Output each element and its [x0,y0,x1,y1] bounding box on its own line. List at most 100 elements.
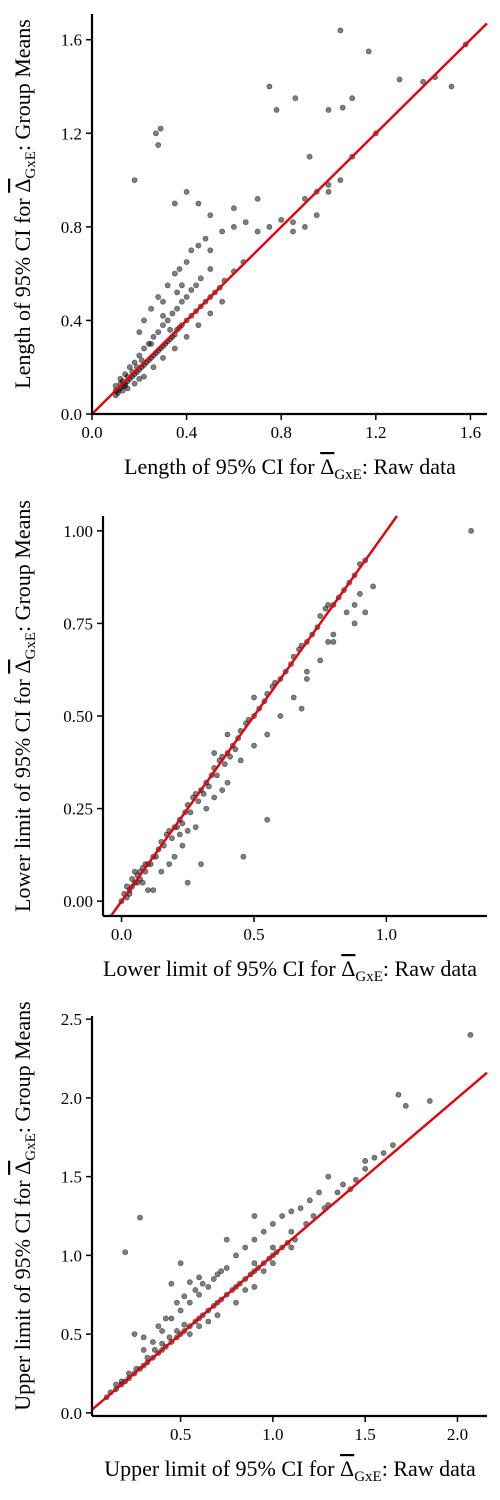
data-point [211,750,218,756]
data-point [325,188,332,195]
data-point [337,27,344,34]
y-tick-label: 1.00 [63,522,93,541]
data-point [290,228,296,235]
data-point [330,639,337,645]
axis-title-pre: Lower limit of 95% CI for [103,956,341,981]
data-point [150,887,157,893]
data-point [136,375,143,382]
y-tick-label: 0.5 [61,1325,82,1344]
data-point [211,794,218,801]
axis-title-post: : Raw data [383,956,477,981]
data-point [207,247,214,254]
data-point [214,1271,221,1278]
axis-title-sub: GxE [23,151,39,179]
data-point [242,1244,249,1251]
x-tick-label: 0.0 [81,423,102,442]
data-point [196,1323,202,1330]
reference-line [109,515,398,917]
axis-title-post: : Group Means [10,500,35,632]
y-tick-label: 1.5 [61,1168,82,1187]
data-point [254,195,261,202]
data-point [426,1098,433,1104]
data-point [242,219,249,226]
data-point [306,153,313,160]
data-point [351,620,358,627]
data-point [173,1328,180,1334]
data-point [362,1165,369,1172]
data-point [402,1102,409,1109]
data-point [177,1260,184,1267]
data-point [370,583,376,590]
data-point [264,816,271,823]
data-point [183,294,190,300]
axis-title-sub: GxE [334,467,362,483]
axis-title-delta: Δ [341,956,355,981]
data-point [221,761,228,767]
data-point [260,1268,267,1274]
points-group [112,27,469,399]
axis-title-post: : Group Means [10,1001,35,1133]
axis-title-post: : Group Means [10,19,35,151]
data-point [186,1279,193,1285]
data-point [273,107,280,113]
data-point [195,322,202,328]
data-point [195,200,202,207]
data-point [325,107,332,113]
y-tick-label: 0.8 [61,218,82,237]
data-point [126,364,133,371]
data-point [138,357,145,364]
data-point [188,247,195,254]
reference-line [91,1071,488,1411]
data-point [251,742,257,749]
data-point [174,305,180,312]
data-point [166,1334,173,1341]
data-point [207,212,214,219]
y-axis-title: Upper limit of 95% CI for ΔGxE: Group Me… [10,1001,39,1411]
data-point [145,887,151,893]
axis-title-sub: GxE [23,632,39,660]
data-point [171,200,178,207]
data-point [260,1228,267,1235]
y-tick-label: 0.4 [61,311,83,330]
data-point [155,329,162,335]
data-point [306,1197,313,1204]
data-point [151,1347,158,1353]
axis-title-sub: GxE [354,1469,382,1485]
axis-title-post: : Raw data [382,1456,476,1481]
data-point [164,282,171,289]
data-point [317,613,324,619]
data-point [198,861,204,867]
x-tick-label: 0.8 [271,423,292,442]
data-point [179,820,186,827]
data-point [113,1381,119,1388]
x-tick-label: 1.0 [262,1425,283,1444]
data-point [141,345,147,352]
y-tick-label: 0.25 [63,800,93,819]
data-point [232,746,239,753]
axis-title-pre: Length of 95% CI for [10,193,35,389]
y-tick-label: 0.00 [63,892,93,911]
y-tick-label: 0.75 [63,614,93,633]
data-point [251,1284,258,1290]
data-point [325,181,332,188]
data-point [365,48,372,55]
data-point [251,694,257,701]
y-tick-label: 2.0 [61,1089,82,1108]
data-point [160,322,166,328]
y-axis-title: Length of 95% CI for ΔGxE: Group Means [10,19,39,389]
data-point [420,78,426,85]
data-point [152,130,159,137]
data-point [178,282,185,289]
data-point [224,731,231,738]
data-point [171,270,178,277]
data-point [325,1173,332,1180]
data-point [159,1340,165,1347]
data-point [251,1260,258,1267]
data-point [242,1287,249,1293]
data-point [219,228,225,235]
data-point [122,1249,129,1256]
data-point [141,373,147,380]
data-point [176,831,183,838]
data-point [199,1280,206,1287]
